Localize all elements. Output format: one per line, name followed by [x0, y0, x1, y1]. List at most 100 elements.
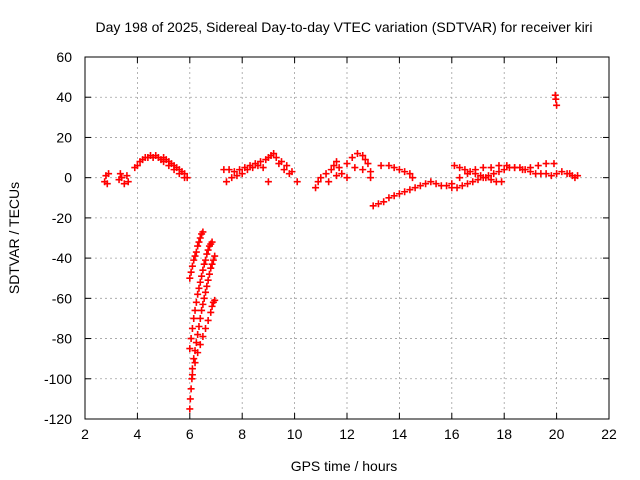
data-point [453, 184, 461, 192]
data-point [194, 349, 202, 357]
data-point [317, 174, 325, 182]
data-point [170, 166, 178, 174]
x-axis-label: GPS time / hours [291, 458, 398, 474]
data-point [175, 170, 183, 178]
x-tick-label: 20 [549, 426, 565, 442]
x-tick-label: 16 [444, 426, 460, 442]
data-point [204, 246, 212, 254]
data-point [249, 164, 257, 172]
data-point [118, 174, 126, 182]
x-tick-label: 18 [496, 426, 512, 442]
data-point [190, 355, 198, 363]
data-point [188, 371, 196, 379]
grid [85, 57, 609, 419]
chart-title: Day 198 of 2025, Sidereal Day-to-day VTE… [96, 19, 593, 35]
data-point [195, 322, 203, 330]
data-point [364, 160, 372, 168]
data-point [205, 270, 213, 278]
data-point [208, 260, 216, 268]
x-tick-label: 10 [287, 426, 303, 442]
data-point [552, 95, 560, 103]
data-point [542, 160, 550, 168]
data-point [133, 162, 141, 170]
y-tick-label: 20 [56, 129, 72, 145]
data-point [211, 252, 219, 260]
data-point [165, 162, 173, 170]
data-point [461, 166, 469, 174]
data-point [343, 160, 351, 168]
data-point [222, 178, 230, 186]
data-point [464, 180, 472, 188]
data-point [495, 168, 503, 176]
data-point [238, 170, 246, 178]
data-point [192, 248, 200, 256]
data-point [359, 166, 367, 174]
data-point [207, 308, 215, 316]
data-point [519, 166, 527, 174]
data-point [550, 160, 558, 168]
data-point [338, 170, 346, 178]
y-tick-label: -80 [52, 331, 72, 347]
data-point [416, 182, 424, 190]
data-point [225, 166, 233, 174]
data-point [202, 288, 210, 296]
data-point [293, 178, 301, 186]
data-point [367, 168, 375, 176]
data-point [199, 266, 207, 274]
data-point [335, 164, 343, 172]
data-point [474, 176, 482, 184]
data-point [312, 184, 320, 192]
data-point [199, 333, 207, 341]
data-point [191, 359, 199, 367]
data-point [353, 150, 361, 158]
data-point [380, 198, 388, 206]
data-point [498, 178, 506, 186]
data-point [456, 164, 464, 172]
axis-ticks: 2 4 6 8 10 12 14 16 18 20 22 -120 -100 -80 -60 -40 -20 0 2… [44, 49, 617, 442]
data-point [401, 188, 409, 196]
data-point [200, 294, 208, 302]
data-point [199, 300, 207, 308]
data-point [203, 282, 211, 290]
data-point [553, 170, 561, 178]
data-point [188, 365, 196, 373]
data-point [194, 242, 202, 250]
data-point [526, 164, 534, 172]
data-point [330, 162, 338, 170]
data-point [208, 302, 216, 310]
data-point [427, 178, 435, 186]
data-point [325, 178, 333, 186]
data-point [456, 174, 464, 182]
data-point [233, 172, 241, 180]
y-tick-label: 0 [64, 170, 72, 186]
data-point [190, 314, 198, 322]
data-point [272, 154, 280, 162]
data-points [101, 91, 582, 413]
data-point [443, 182, 451, 190]
data-point [322, 170, 330, 178]
data-point [333, 172, 341, 180]
data-point [487, 164, 495, 172]
data-point [181, 174, 189, 182]
data-point [409, 174, 416, 182]
data-point [259, 164, 267, 172]
data-point [490, 170, 498, 178]
x-tick-label: 4 [134, 426, 142, 442]
data-point [211, 296, 219, 304]
data-point [367, 174, 375, 182]
data-point [204, 276, 212, 284]
data-point [199, 228, 207, 236]
data-point [547, 172, 555, 180]
x-tick-label: 2 [81, 426, 89, 442]
data-point [196, 341, 204, 349]
data-point [254, 162, 262, 170]
data-point [369, 202, 377, 210]
data-point [190, 256, 198, 264]
data-point [186, 274, 194, 282]
data-point [188, 262, 196, 270]
data-point [351, 164, 359, 172]
data-point [390, 164, 398, 172]
data-point [343, 174, 351, 182]
data-point [196, 234, 204, 242]
